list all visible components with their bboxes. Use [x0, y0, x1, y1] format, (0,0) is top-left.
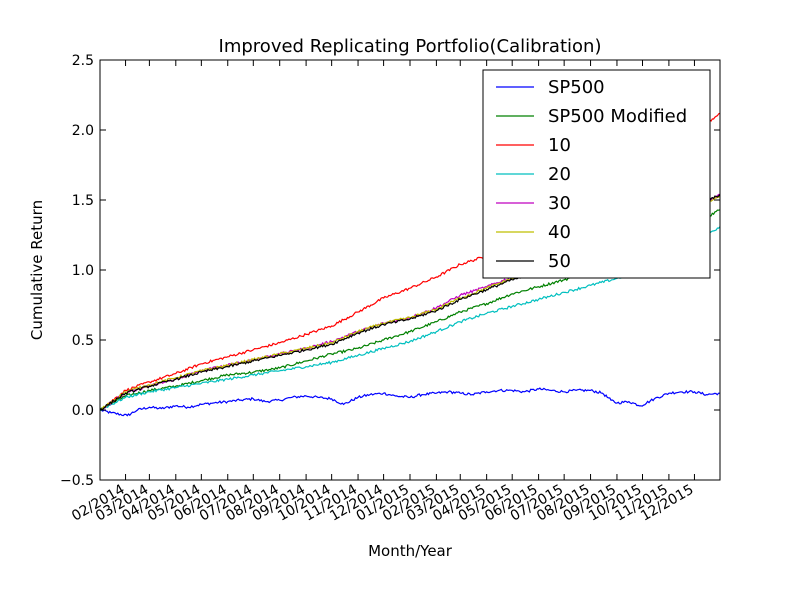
y-tick-label: 1.0: [72, 263, 94, 279]
legend-label-40: 40: [548, 222, 571, 243]
y-tick-label: −0.5: [60, 473, 94, 489]
y-tick-label: 1.5: [72, 193, 94, 209]
series-line-sp500: [100, 387, 720, 417]
legend-label-sp500-modified: SP500 Modified: [548, 106, 687, 127]
y-tick-label: 2.5: [72, 53, 94, 69]
legend-label-sp500: SP500: [548, 77, 605, 98]
x-axis-label: Month/Year: [368, 542, 453, 560]
legend-label-50: 50: [548, 251, 571, 272]
chart-title: Improved Replicating Portfolio(Calibrati…: [219, 36, 602, 57]
y-axis-label: Cumulative Return: [28, 200, 46, 340]
legend-label-10: 10: [548, 135, 571, 156]
y-tick-label: 0.5: [72, 333, 94, 349]
y-tick-label: 2.0: [72, 123, 94, 139]
legend: SP500 SP500 Modified 10 20 30 40 50: [482, 69, 711, 279]
legend-label-20: 20: [548, 164, 571, 185]
y-tick-label: 0.0: [72, 403, 94, 419]
legend-label-30: 30: [548, 193, 571, 214]
